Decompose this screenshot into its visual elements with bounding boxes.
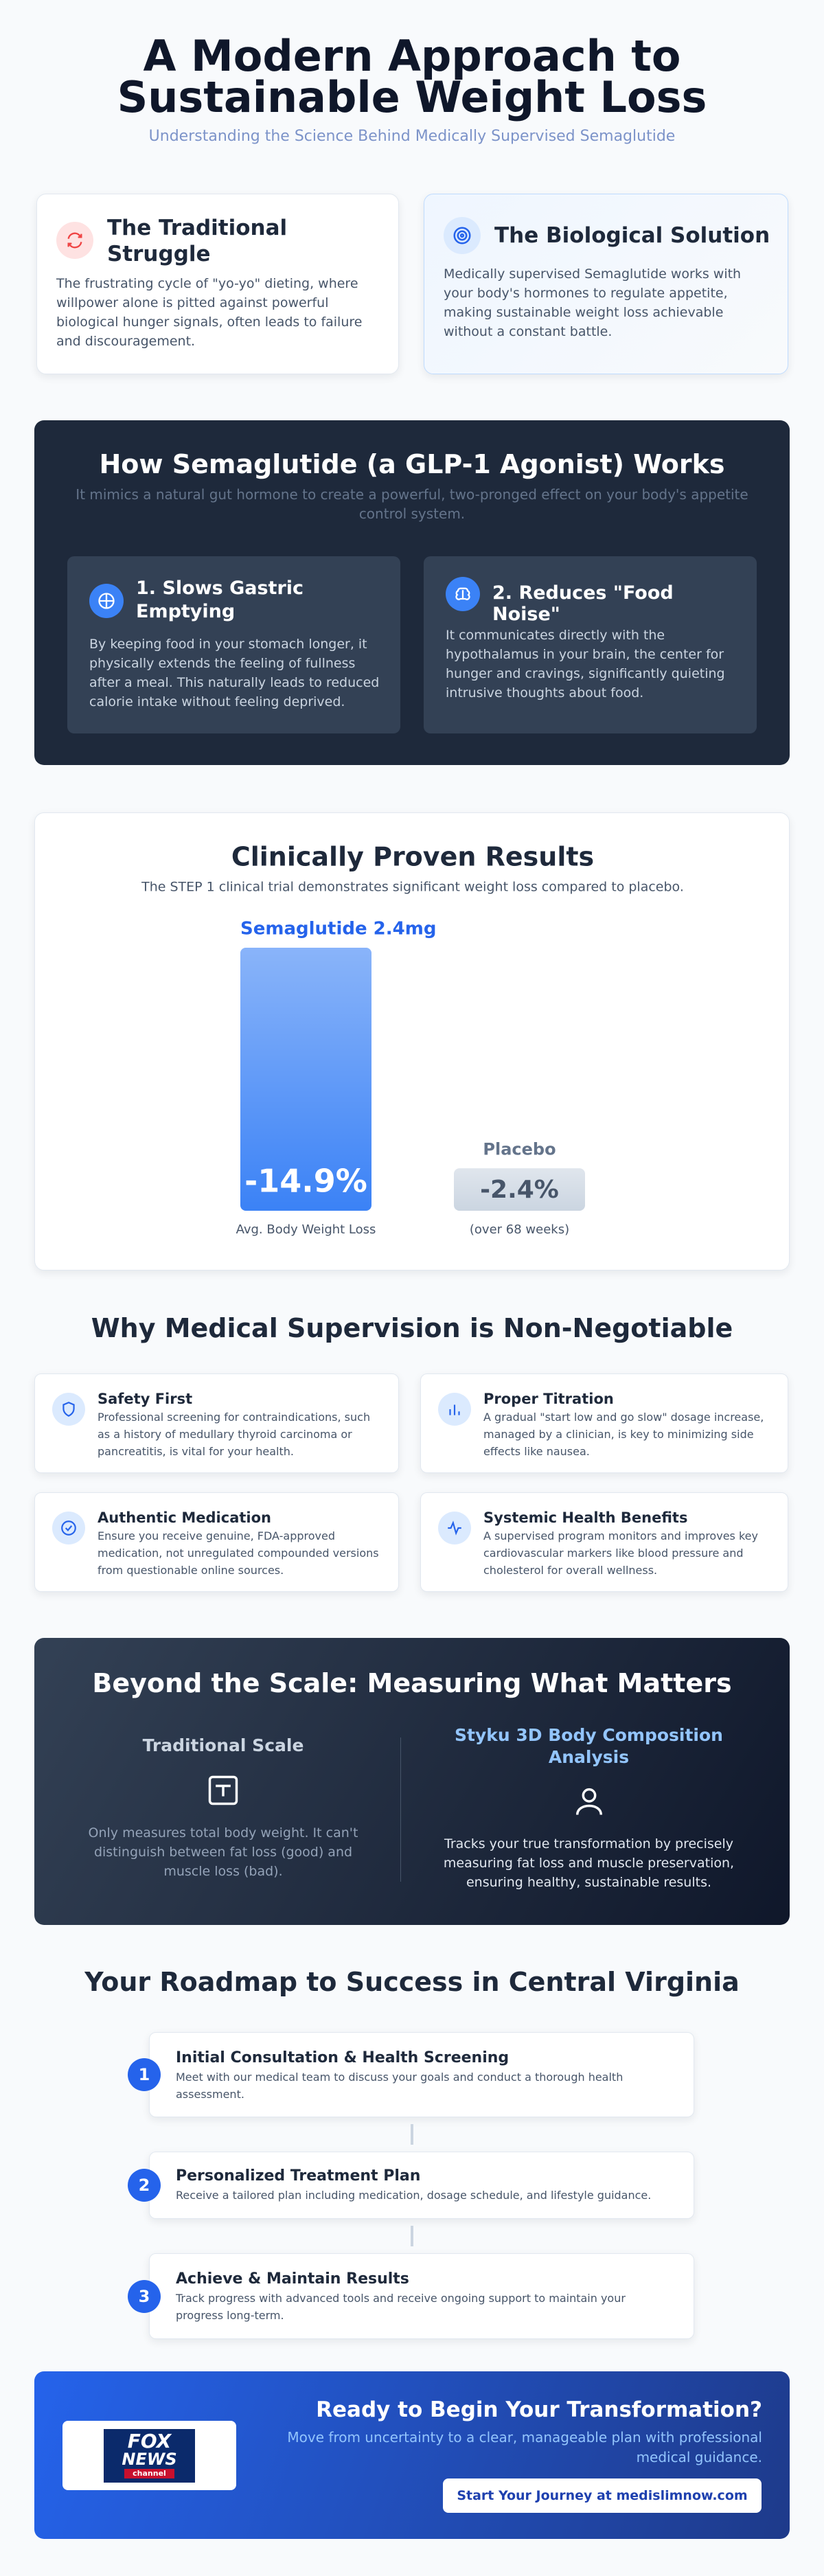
- fox-news-logo: FOX NEWS channel: [104, 2429, 195, 2483]
- icon: [52, 1512, 85, 1545]
- step-card: Achieve & Maintain Results Track progress…: [149, 2253, 694, 2339]
- icon: [444, 217, 481, 254]
- page-subtitle: Understanding the Science Behind Medical…: [148, 128, 676, 145]
- icon: [446, 577, 480, 611]
- section-title: How Semaglutide (a GLP-1 Agonist) Works: [99, 449, 725, 479]
- column-text: Tracks your true transformation by preci…: [443, 1836, 735, 1890]
- card-title: The Traditional Struggle: [107, 216, 288, 266]
- column-title: Styku 3D Body Composition Analysis: [455, 1725, 723, 1767]
- step-title: Personalized Treatment Plan: [176, 2167, 421, 2185]
- section-title: Your Roadmap to Success in Central Virgi…: [84, 1967, 740, 1997]
- cta-text: Move from uncertainty to a clear, manage…: [287, 2429, 762, 2465]
- icon: [52, 1393, 85, 1426]
- supervision-card: Proper Titration A gradual "start low and…: [420, 1374, 788, 1473]
- category-label: Placebo: [483, 1139, 556, 1159]
- card-title: 2. Reduces "Food Noise": [492, 582, 674, 625]
- cta-button[interactable]: Start Your Journey at medislimnow.com: [443, 2478, 762, 2513]
- cta-section: FOX NEWS channel Ready to Begin Your Tra…: [34, 2371, 790, 2539]
- item-text: A gradual "start low and go slow" dosage…: [483, 1411, 764, 1458]
- section-title: Why Medical Supervision is Non-Negotiabl…: [91, 1313, 733, 1343]
- chart-subtitle: The STEP 1 clinical trial demonstrates s…: [141, 880, 684, 895]
- cta-title: Ready to Begin Your Transformation?: [316, 2397, 762, 2422]
- step-number: 3: [128, 2279, 161, 2313]
- supervision-card: Safety First Professional screening for c…: [34, 1374, 399, 1473]
- bar-note: Avg. Body Weight Loss: [236, 1222, 376, 1237]
- value-label: -2.4%: [480, 1176, 559, 1204]
- mechanism-card: 1. Slows Gastric Emptying By keeping foo…: [67, 556, 400, 733]
- column-text: Only measures total body weight. It can'…: [88, 1825, 358, 1879]
- category-label: Semaglutide 2.4mg: [240, 919, 436, 939]
- card-text: By keeping food in your stomach longer, …: [89, 637, 380, 709]
- step-title: Achieve & Maintain Results: [176, 2270, 409, 2288]
- item-title: Safety First: [98, 1391, 193, 1407]
- icon: [438, 1393, 471, 1426]
- card-text: It communicates directly with the hypoth…: [446, 628, 725, 700]
- card-title: The Biological Solution: [494, 223, 770, 248]
- chart-title: Clinically Proven Results: [231, 842, 594, 872]
- step-card: Initial Consultation & Health Screening M…: [149, 2032, 694, 2117]
- step-number: 1: [128, 2058, 161, 2091]
- item-text: Ensure you receive genuine, FDA-approved…: [98, 1529, 379, 1577]
- scale-icon: [208, 1775, 238, 1805]
- divider: [400, 1737, 401, 1882]
- intro-card: The Biological Solution Medically superv…: [424, 194, 788, 374]
- supervision-card: Authentic Medication Ensure you receive g…: [34, 1492, 399, 1592]
- section-title: Beyond the Scale: Measuring What Matters: [92, 1668, 732, 1698]
- step-text: Receive a tailored plan including medica…: [176, 2189, 652, 2202]
- item-title: Authentic Medication: [98, 1509, 271, 1526]
- results-card: Clinically Proven Results The STEP 1 cli…: [34, 812, 790, 1270]
- step-text: Meet with our medical team to discuss yo…: [176, 2071, 623, 2101]
- icon: [89, 584, 124, 618]
- section-subtitle: It mimics a natural gut hormone to creat…: [76, 486, 748, 522]
- intro-card: The Traditional Struggle The frustrating…: [36, 194, 399, 374]
- step-card: Personalized Treatment Plan Receive a tai…: [149, 2152, 694, 2219]
- step-number: 2: [128, 2169, 161, 2202]
- bar-note: (over 68 weeks): [470, 1222, 569, 1237]
- icon: [56, 222, 93, 259]
- item-text: Professional screening for contraindicat…: [98, 1411, 371, 1458]
- connector: [411, 2124, 413, 2145]
- person-icon: [575, 1788, 603, 1815]
- mechanism-section: How Semaglutide (a GLP-1 Agonist) Works …: [34, 420, 790, 765]
- card-title: 1. Slows Gastric Emptying: [136, 578, 304, 622]
- item-title: Proper Titration: [483, 1391, 614, 1407]
- icon: [438, 1512, 471, 1545]
- item-text: A supervised program monitors and improv…: [483, 1529, 758, 1577]
- step-title: Initial Consultation & Health Screening: [176, 2049, 510, 2066]
- logo-text: FOX: [127, 2430, 172, 2452]
- beyond-section: Beyond the Scale: Measuring What Matters…: [34, 1638, 790, 1925]
- logo-box: FOX NEWS channel: [62, 2421, 236, 2490]
- column-title: Traditional Scale: [142, 1735, 304, 1755]
- chart: Clinically Proven Results The STEP 1 cli…: [141, 842, 684, 1238]
- logo-text: NEWS: [122, 2450, 177, 2469]
- supervision-card: Systemic Health Benefits A supervised pro…: [420, 1492, 788, 1592]
- page-title: A Modern Approach to Sustainable Weight …: [117, 31, 707, 122]
- step-text: Track progress with advanced tools and r…: [176, 2292, 626, 2322]
- value-label: -14.9%: [244, 1163, 367, 1200]
- connector: [411, 2226, 413, 2246]
- logo-text: channel: [124, 2469, 174, 2478]
- item-title: Systemic Health Benefits: [483, 1509, 688, 1526]
- card-text: The frustrating cycle of "yo-yo" dieting…: [56, 276, 363, 349]
- card-text: Medically supervised Semaglutide works w…: [444, 266, 742, 339]
- mechanism-card: 2. Reduces "Food Noise" It communicates …: [424, 556, 757, 733]
